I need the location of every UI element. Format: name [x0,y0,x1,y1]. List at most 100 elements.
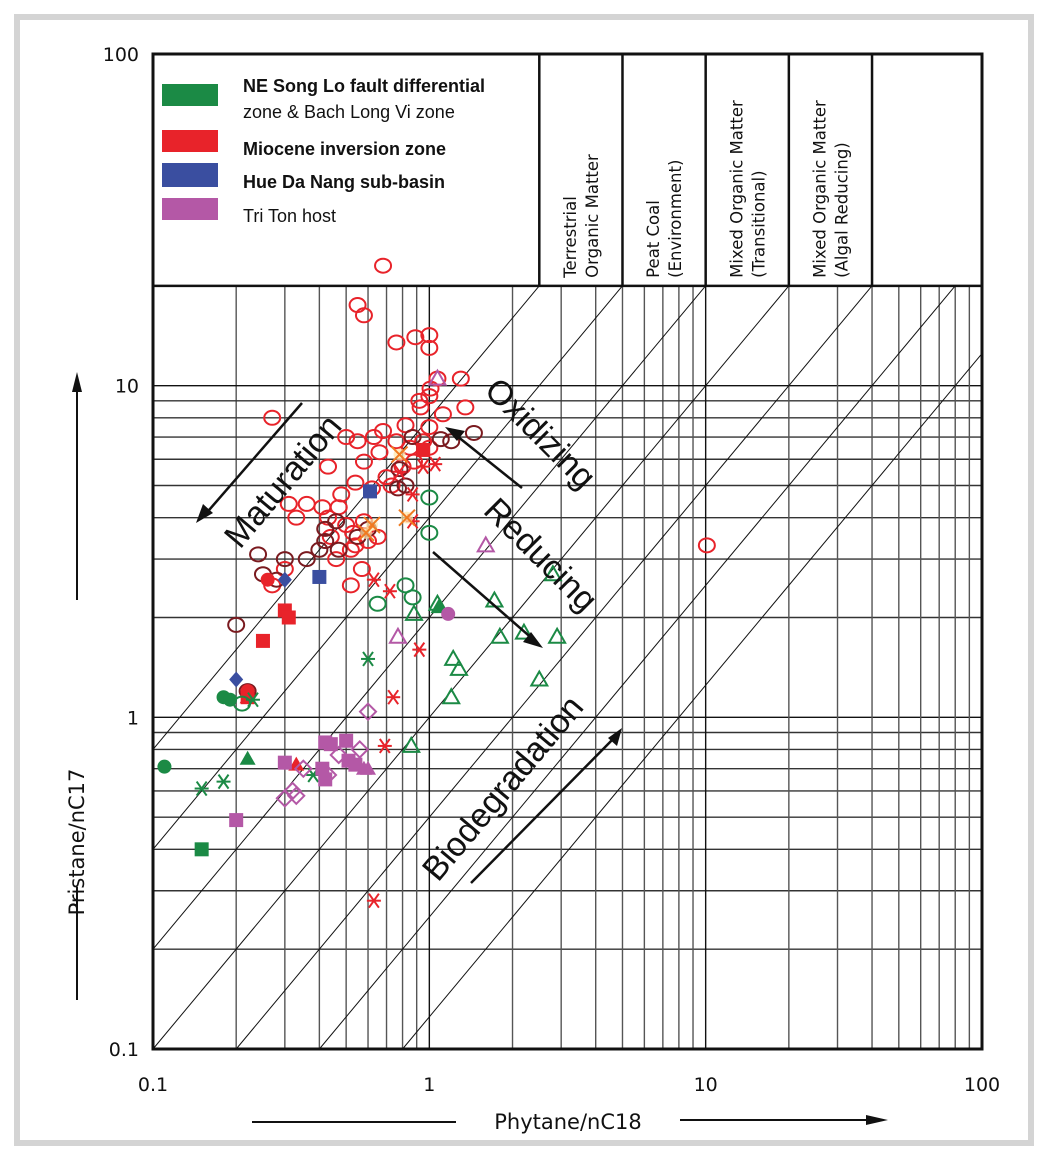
x-axis-arrowhead [866,1115,888,1125]
maturation-arrowhead [196,504,213,523]
oxidizing-annotation: Oxidizing [445,371,603,497]
cross-stroke [357,524,375,542]
data-point-cross [398,508,416,527]
data-point-circle-open [451,370,470,387]
asterisk-stroke [368,572,380,588]
data-point-square [315,761,330,776]
data-point-circle-open [332,486,351,503]
x-tick-label: 1 [423,1074,435,1096]
axes: 0.1 1 10 100 0.1 1 10 100 [103,44,1000,1096]
data-point-asterisk [216,774,231,790]
y-tick-label: 1 [127,707,139,729]
asterisk-stroke [247,692,259,708]
maturation-arrow [202,402,303,518]
header-zone-label: (Environment) [666,160,685,278]
legend-label-ne-song-lo-1: NE Song Lo fault differential [243,76,485,96]
legend-label-hue-da-nang: Hue Da Nang sub-basin [243,172,445,192]
data-point-circle-open [368,595,387,612]
data-point-asterisk [416,459,431,475]
reducing-arrowhead [523,632,543,648]
data-point-circle-open [420,419,439,436]
y-axis-title: Pristane/nC17 [65,372,89,1000]
data-point-square [363,484,378,499]
data-point-circle-open [319,458,338,475]
data-point-circle [223,692,238,707]
data-point-asterisk [412,642,427,658]
grid-lines [153,284,982,1049]
asterisk-stroke [413,642,426,658]
data-point-triangle-open [547,626,567,644]
data-point-circle-open [433,406,452,423]
data-point-asterisk [245,692,260,708]
data-point-circle-open [297,495,316,512]
legend-swatch-tri-ton [162,198,218,220]
data-point-circle-open [364,429,383,446]
data-point-circle-open [420,388,439,405]
data-point-asterisk [366,572,381,588]
data-point-asterisk [392,464,407,480]
y-tick-label: 0.1 [109,1039,139,1061]
data-point-circle-open [420,339,439,356]
data-point-circle-open [341,577,360,594]
header-zone-label: Mixed Organic Matter [810,100,829,278]
data-point-asterisk [382,583,397,599]
data-point-circle-open [329,541,348,558]
legend: NE Song Lo fault differential zone & Bac… [162,76,485,226]
data-point-circle-open [249,546,268,563]
header-zones: Terrestrial Organic Matter Peat Coal (Envir… [538,54,874,286]
data-point-cross [390,445,409,464]
data-point-circle-open [410,392,429,409]
data-point-circle-open [263,409,282,426]
data-point-square [416,442,431,457]
data-point-circle [157,759,172,774]
data-point-diamond-open [286,786,306,806]
asterisk-stroke [368,893,380,909]
biodegradation-arrow [470,734,618,884]
data-point-asterisk [405,486,420,503]
data-point-triangle-open [529,669,550,687]
biodegradation-annotation: Biodegradation [415,688,622,888]
oxidizing-arrowhead [445,427,465,441]
data-points [157,257,716,909]
data-point-circle-open [420,327,439,344]
data-point-asterisk [386,689,401,705]
data-point-circle-open [227,616,246,633]
asterisk-stroke [406,486,419,503]
data-point-diamond-open [329,745,349,765]
data-point-circle-open [387,433,406,450]
data-point-circle-open [354,453,373,470]
data-point-asterisk [377,738,392,754]
header-zone-label: Peat Coal [644,200,663,278]
data-point-triangle [239,750,256,765]
data-point-circle-open [279,495,298,512]
biodegradation-arrowhead [608,728,622,746]
cross-stroke [398,508,416,527]
data-point-circle-open [327,513,346,530]
header-zone-label: (Transitional) [749,170,768,277]
y-axis-arrowhead [72,372,82,392]
ratio-line [235,285,873,1050]
data-point-circle-open [310,541,329,558]
data-point-triangle-open [441,687,461,705]
cross-stroke [390,445,409,464]
legend-label-tri-ton: Tri Ton host [243,206,336,226]
data-point-circle-open [403,589,422,606]
data-point-circle-open [352,561,371,578]
data-point-circle-open [337,517,356,534]
asterisk-stroke [384,583,396,599]
data-point-circle-open [321,528,340,545]
data-point-square [339,733,354,748]
data-point-square [281,610,296,625]
oxidizing-label: Oxidizing [477,371,603,497]
data-point-triangle-open [401,735,421,753]
data-point-circle-open [341,541,360,558]
data-point-triangle-open [449,658,469,676]
y-tick-label: 100 [103,44,139,66]
asterisk-stroke [417,459,429,475]
asterisk-stroke [378,738,391,754]
data-point-square [229,813,244,828]
data-point-circle-open [275,551,294,568]
data-point-triangle-open [543,564,563,582]
data-point-square [255,633,270,648]
